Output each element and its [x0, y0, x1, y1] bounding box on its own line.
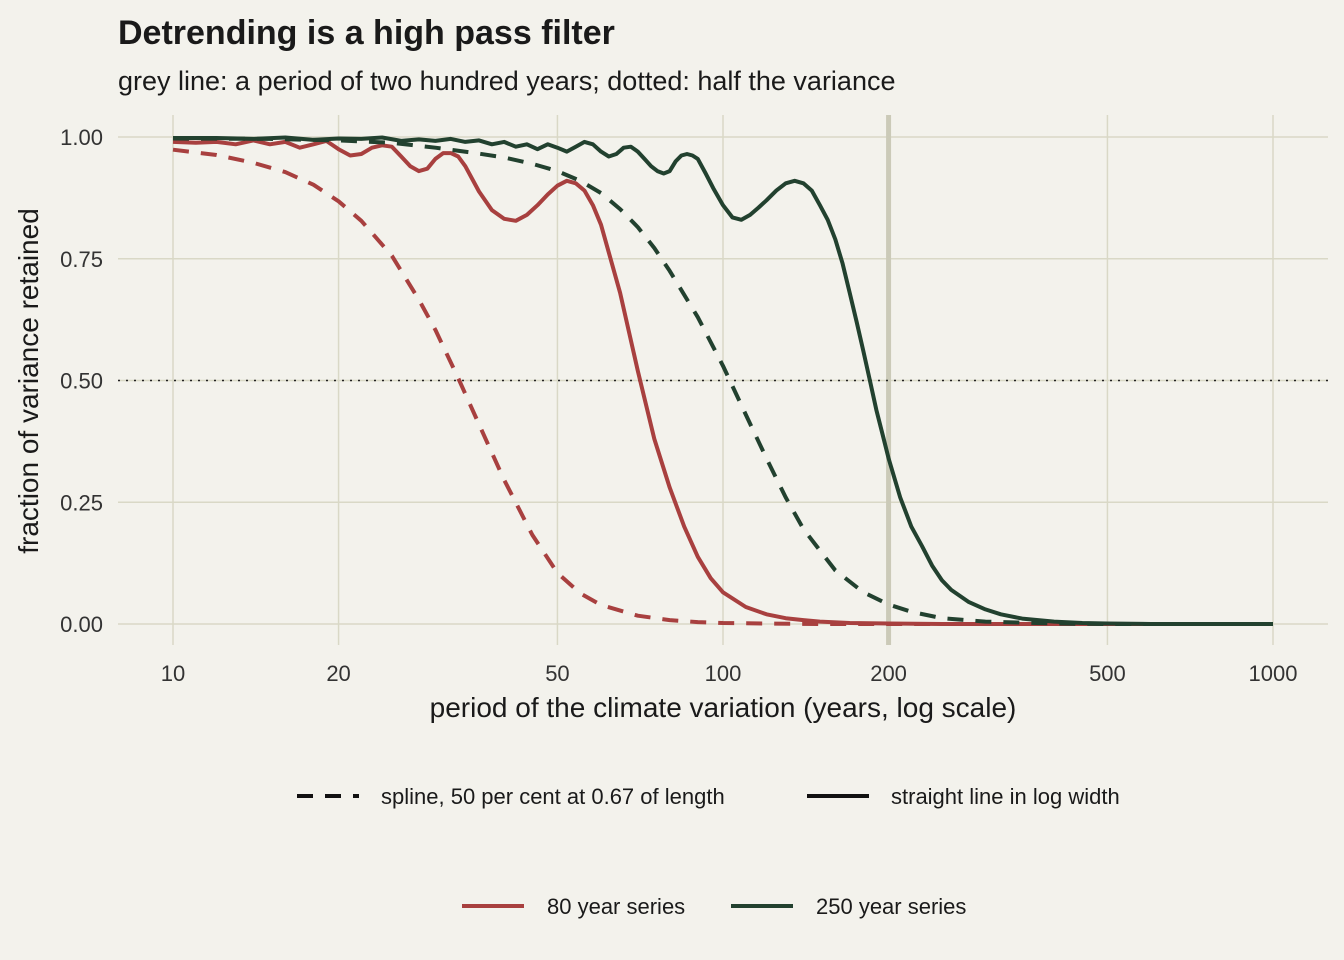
x-tick-label: 50 [545, 661, 569, 686]
y-tick-label: 0.75 [60, 247, 103, 272]
x-tick-label: 10 [161, 661, 185, 686]
legend-label: 80 year series [547, 894, 685, 919]
y-tick-label: 0.25 [60, 490, 103, 515]
series-line-red-dashed [172, 147, 1273, 626]
legend-label: straight line in log width [891, 784, 1120, 809]
x-tick-label: 1000 [1249, 661, 1298, 686]
series-line-green-solid [173, 135, 1273, 626]
y-tick-labels: 0.00 0.25 0.50 0.75 1.00 [60, 125, 103, 637]
y-axis-label: fraction of variance retained [13, 208, 44, 554]
legend-linetype: spline, 50 per cent at 0.67 of length str… [297, 784, 1120, 809]
x-tick-label: 100 [705, 661, 742, 686]
x-tick-label: 500 [1089, 661, 1126, 686]
reference-lines [118, 115, 1328, 645]
x-tick-labels: 10 20 50 100 200 500 1000 [161, 661, 1298, 686]
x-tick-label: 20 [326, 661, 350, 686]
series-line-green-dashed [172, 136, 1273, 626]
series-line-red-solid [172, 138, 1273, 626]
x-axis-label: period of the climate variation (years, … [430, 692, 1017, 723]
y-tick-label: 1.00 [60, 125, 103, 150]
legend-label: 250 year series [816, 894, 966, 919]
y-tick-label: 0.00 [60, 612, 103, 637]
y-tick-label: 0.50 [60, 369, 103, 394]
legend-color: 80 year series 250 year series [462, 894, 966, 919]
x-tick-label: 200 [870, 661, 907, 686]
chart-subtitle: grey line: a period of two hundred years… [118, 66, 895, 96]
series-lines [172, 135, 1273, 626]
chart-title: Detrending is a high pass filter [118, 14, 615, 52]
legend-label: spline, 50 per cent at 0.67 of length [381, 784, 725, 809]
